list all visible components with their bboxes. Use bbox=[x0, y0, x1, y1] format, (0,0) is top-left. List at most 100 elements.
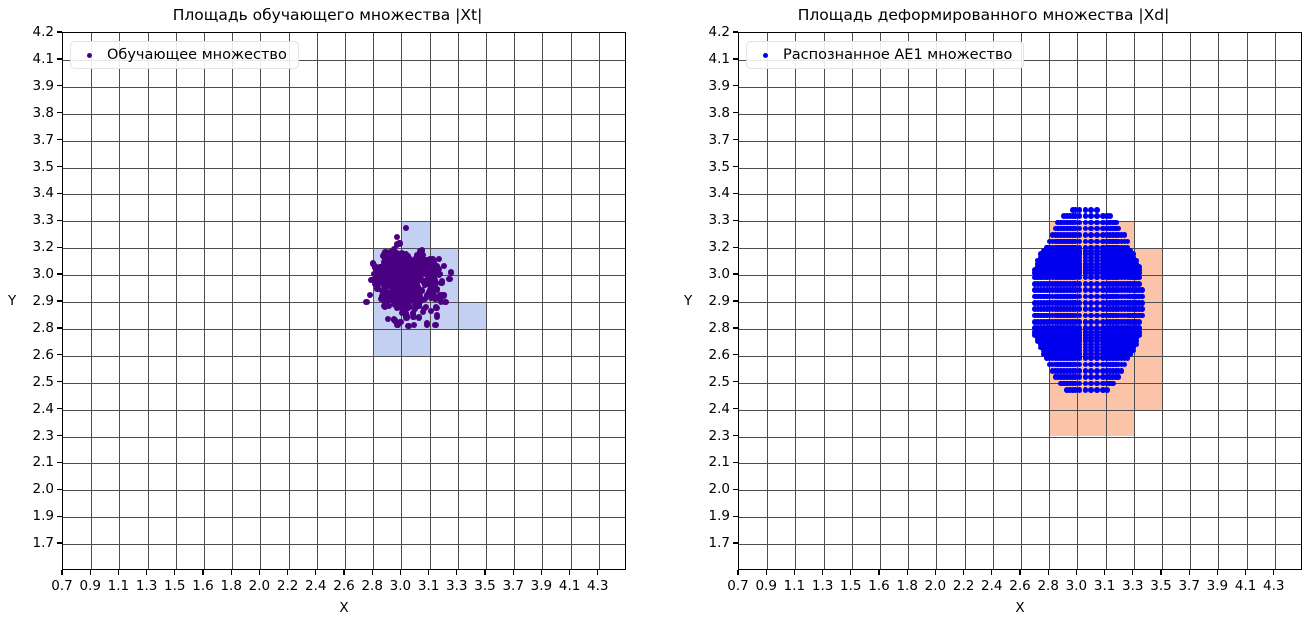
grid-line-horizontal bbox=[739, 248, 1301, 250]
data-point bbox=[402, 296, 410, 303]
data-point bbox=[1055, 219, 1062, 226]
data-point bbox=[1099, 248, 1106, 254]
plot-area-training-set[interactable] bbox=[62, 32, 626, 570]
data-point bbox=[1082, 347, 1089, 354]
data-point bbox=[1041, 351, 1047, 357]
data-point bbox=[1112, 300, 1119, 306]
data-point bbox=[1082, 248, 1089, 254]
grid-line-horizontal bbox=[63, 328, 625, 330]
data-point bbox=[1121, 344, 1128, 351]
legend-deformed-set[interactable]: Распознанное AE1 множество bbox=[746, 41, 1025, 69]
data-point bbox=[1082, 328, 1089, 335]
data-point bbox=[421, 279, 428, 286]
data-point bbox=[1035, 270, 1041, 276]
x-axis-tick bbox=[568, 570, 571, 575]
data-point bbox=[432, 304, 439, 311]
data-point bbox=[1032, 287, 1038, 294]
y-axis-tick bbox=[733, 488, 738, 490]
x-axis-tick-label: 1.8 bbox=[896, 578, 918, 594]
data-point bbox=[1035, 328, 1041, 335]
data-point bbox=[1035, 306, 1041, 313]
y-axis-tick bbox=[57, 381, 62, 383]
data-point bbox=[1067, 368, 1073, 374]
data-point bbox=[1118, 332, 1125, 338]
data-point bbox=[1061, 341, 1067, 348]
data-point bbox=[1121, 306, 1128, 313]
data-point bbox=[1072, 251, 1079, 258]
x-axis-tick bbox=[540, 570, 543, 575]
data-point bbox=[385, 275, 392, 282]
data-point bbox=[1072, 257, 1079, 264]
data-point bbox=[1099, 380, 1106, 387]
data-point bbox=[1082, 254, 1089, 261]
data-point bbox=[1064, 338, 1070, 344]
data-point bbox=[1064, 351, 1070, 357]
data-point bbox=[1133, 332, 1139, 338]
grid-line-horizontal bbox=[63, 302, 625, 303]
data-point bbox=[1104, 219, 1110, 226]
plot-area-deformed-set[interactable] bbox=[738, 32, 1302, 570]
data-point bbox=[1069, 267, 1076, 273]
grid-line-vertical bbox=[1162, 33, 1163, 569]
data-point bbox=[1058, 338, 1064, 344]
data-point bbox=[1110, 251, 1116, 258]
data-point bbox=[1038, 341, 1044, 348]
data-point bbox=[392, 294, 399, 301]
data-point bbox=[1035, 260, 1041, 267]
y-axis-tick bbox=[733, 354, 738, 356]
data-point bbox=[1038, 274, 1044, 281]
grid-line-vertical bbox=[936, 33, 938, 569]
x-axis-tick bbox=[1188, 570, 1190, 575]
data-point bbox=[1072, 319, 1079, 325]
data-point bbox=[1043, 248, 1050, 254]
data-point bbox=[1115, 300, 1122, 306]
data-point bbox=[1130, 332, 1136, 338]
grid-line-horizontal bbox=[739, 463, 1301, 465]
data-point bbox=[1104, 213, 1110, 219]
x-axis-tick bbox=[1216, 570, 1219, 575]
data-point bbox=[1069, 213, 1076, 219]
data-point bbox=[1067, 347, 1073, 354]
data-point bbox=[1121, 335, 1128, 341]
x-axis-tick-label: 1.6 bbox=[192, 578, 214, 594]
data-point bbox=[1058, 368, 1064, 374]
data-point bbox=[1099, 287, 1106, 294]
data-point bbox=[1099, 374, 1106, 380]
data-point bbox=[1115, 264, 1122, 270]
grid-line-horizontal bbox=[63, 140, 625, 142]
data-point bbox=[1052, 325, 1059, 332]
data-point bbox=[1124, 325, 1131, 332]
data-point bbox=[1088, 338, 1094, 344]
data-point bbox=[1067, 338, 1073, 344]
data-point bbox=[1099, 347, 1106, 354]
data-point bbox=[1049, 267, 1056, 273]
data-point bbox=[1064, 225, 1070, 232]
y-axis-tick bbox=[733, 58, 738, 60]
data-point bbox=[1094, 238, 1100, 245]
data-point bbox=[1124, 300, 1131, 306]
data-point bbox=[1121, 328, 1128, 335]
y-axis-tick bbox=[733, 300, 738, 302]
data-point bbox=[1088, 270, 1094, 276]
data-point bbox=[1121, 319, 1128, 325]
data-point bbox=[1082, 213, 1089, 219]
data-point bbox=[1049, 270, 1056, 276]
data-point bbox=[1069, 361, 1076, 368]
grid-line-vertical bbox=[486, 33, 487, 569]
data-point bbox=[1064, 238, 1070, 245]
grid-line-vertical bbox=[91, 33, 93, 569]
x-axis-tick bbox=[737, 570, 739, 575]
data-point bbox=[1107, 274, 1113, 281]
y-axis-tick-label: 3.0 bbox=[32, 266, 54, 283]
data-point bbox=[1064, 374, 1070, 380]
data-point bbox=[1112, 319, 1119, 325]
data-point bbox=[1138, 300, 1145, 306]
data-point bbox=[1115, 341, 1122, 348]
data-point bbox=[1118, 361, 1125, 368]
data-point bbox=[1133, 338, 1139, 344]
grid-line-horizontal bbox=[63, 490, 625, 492]
data-point bbox=[1099, 260, 1106, 267]
legend-training-set[interactable]: Обучающее множество bbox=[70, 41, 299, 69]
data-point bbox=[1043, 319, 1050, 325]
